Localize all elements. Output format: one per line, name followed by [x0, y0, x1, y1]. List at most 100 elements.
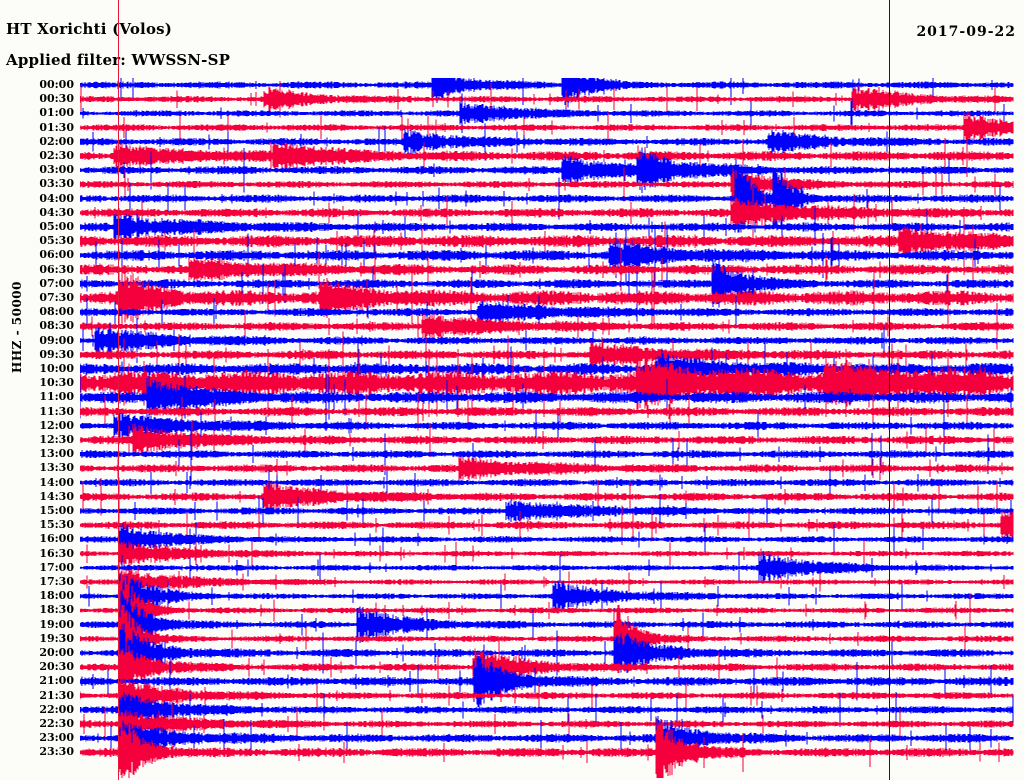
trace-row [80, 493, 1014, 529]
trace-path [80, 690, 1014, 758]
trace-path [80, 420, 1014, 460]
time-label: 09:00 [39, 333, 74, 347]
trace-row [80, 186, 1014, 240]
time-label: 02:00 [39, 134, 74, 148]
trace-canvas [80, 78, 1014, 778]
time-label: 16:30 [39, 546, 74, 560]
trace-path [80, 164, 1014, 233]
trace-row [80, 396, 1014, 456]
time-label: 08:30 [39, 319, 74, 333]
time-label: 19:00 [39, 617, 74, 631]
marker-line-blue [889, 0, 890, 780]
time-label: 11:30 [39, 404, 74, 418]
time-label: 15:30 [39, 518, 74, 532]
time-label: 23:30 [39, 745, 74, 759]
trace-path [80, 551, 1014, 584]
time-label: 19:30 [39, 631, 74, 645]
trace-row [80, 349, 1014, 418]
time-label: 22:30 [39, 717, 74, 730]
time-label: 14:30 [39, 489, 74, 503]
time-label: 14:00 [39, 475, 74, 489]
trace-path [80, 692, 1014, 728]
trace-row [80, 604, 1014, 673]
trace-path [80, 260, 1014, 308]
trace-row [80, 566, 1014, 598]
trace-row [80, 248, 1014, 291]
trace-row [80, 392, 1014, 431]
time-label: 00:30 [39, 92, 74, 106]
trace-path [80, 396, 1014, 456]
trace-row [80, 633, 1014, 702]
time-label: 09:30 [39, 347, 74, 361]
time-label: 20:00 [39, 646, 74, 659]
trace-path [80, 266, 1014, 330]
trace-path [80, 224, 1014, 287]
time-label: 05:30 [39, 234, 74, 248]
trace-path [80, 248, 1014, 291]
trace-path [80, 147, 1014, 193]
trace-row [80, 590, 1014, 659]
time-label: 10:00 [39, 362, 74, 375]
trace-path [80, 207, 1014, 276]
time-label: 15:00 [39, 504, 74, 517]
trace-row [80, 573, 1014, 620]
time-label: 13:30 [39, 461, 74, 475]
time-label: 16:00 [39, 532, 74, 546]
trace-row [80, 656, 1014, 707]
trace-row [80, 551, 1014, 584]
time-label: 12:00 [39, 418, 74, 432]
trace-path [80, 576, 1014, 644]
trace-path [80, 455, 1014, 482]
trace-path [80, 477, 1014, 517]
trace-path [80, 623, 1014, 683]
trace-row [80, 123, 1014, 161]
trace-row [80, 455, 1014, 482]
record-date: 2017-09-22 [916, 24, 1016, 40]
time-label: 03:00 [39, 163, 74, 177]
trace-path [80, 295, 1014, 330]
time-label: 18:30 [39, 603, 74, 617]
time-label: 21:00 [39, 674, 74, 688]
trace-row [80, 477, 1014, 517]
time-label: 17:00 [39, 560, 74, 574]
time-axis: 00:00 00:30 01:00 01:30 02:00 02:30 03:00 03:30… [0, 0, 80, 780]
trace-path [80, 590, 1014, 659]
time-label: 22:00 [39, 702, 74, 716]
trace-row [80, 426, 1014, 482]
time-label: 23:00 [39, 731, 74, 745]
trace-path [80, 656, 1014, 707]
trace-path [80, 186, 1014, 240]
trace-row [80, 207, 1014, 247]
time-label: 01:00 [39, 106, 74, 120]
trace-path [80, 540, 1014, 568]
trace-row [80, 521, 1014, 557]
trace-path [80, 81, 1014, 118]
trace-row [80, 207, 1014, 276]
time-label: 05:00 [39, 220, 74, 233]
trace-row [80, 224, 1014, 287]
time-label: 21:30 [39, 688, 74, 702]
trace-path [80, 604, 1014, 673]
trace-row [80, 420, 1014, 460]
time-label: 18:00 [39, 589, 74, 603]
time-label: 06:00 [39, 248, 74, 262]
trace-row [80, 303, 1014, 350]
trace-row [80, 147, 1014, 193]
trace-path [80, 716, 1014, 761]
seismogram-plot [80, 78, 1024, 778]
trace-path [80, 303, 1014, 350]
trace-row [80, 78, 1014, 111]
trace-row [80, 692, 1014, 728]
time-label: 03:30 [39, 177, 74, 191]
page-title: HT Xorichti (Volos) [6, 20, 173, 38]
time-label: 04:00 [39, 191, 74, 205]
trace-path [80, 426, 1014, 482]
time-label: 02:30 [39, 149, 74, 162]
trace-path [80, 318, 1014, 364]
time-label: 17:30 [39, 575, 74, 588]
trace-row [80, 260, 1014, 308]
trace-row [80, 318, 1014, 364]
trace-path [80, 521, 1014, 557]
trace-row [80, 266, 1014, 330]
